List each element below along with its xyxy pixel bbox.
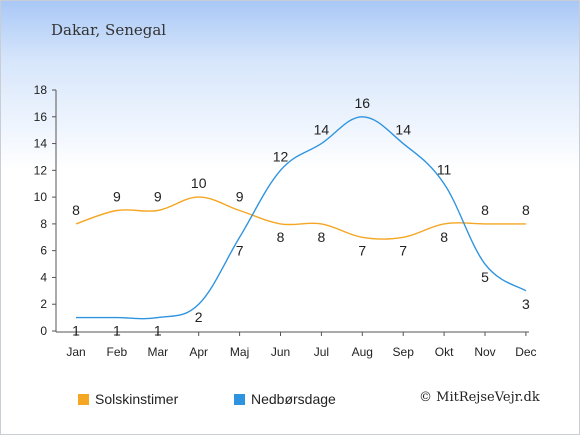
data-label-solskinstimer-jul: 8 — [318, 229, 326, 245]
data-label-nedborsdage-feb: 1 — [113, 323, 121, 339]
data-label-solskinstimer-dec: 8 — [522, 202, 530, 218]
legend-item-solskinstimer: Solskinstimer — [78, 391, 178, 407]
data-label-nedborsdage-dec: 3 — [522, 296, 530, 312]
x-tick-label-jun: Jun — [271, 345, 290, 359]
x-tick-label-sep: Sep — [393, 345, 415, 359]
x-tick-label-jul: Jul — [314, 345, 329, 359]
data-label-solskinstimer-aug: 7 — [358, 242, 366, 258]
data-label-nedborsdage-jan: 1 — [72, 323, 80, 339]
data-label-solskinstimer-okt: 8 — [440, 229, 448, 245]
data-label-solskinstimer-apr: 10 — [191, 175, 207, 191]
x-tick-label-mar: Mar — [147, 345, 168, 359]
data-label-solskinstimer-maj: 9 — [236, 189, 244, 205]
y-tick-label-18: 18 — [34, 83, 48, 97]
x-tick-label-feb: Feb — [107, 345, 128, 359]
y-tick-label-6: 6 — [40, 244, 47, 258]
y-tick-label-8: 8 — [40, 217, 47, 231]
y-tick-label-0: 0 — [40, 324, 47, 338]
data-label-solskinstimer-sep: 7 — [399, 242, 407, 258]
x-tick-label-aug: Aug — [352, 345, 373, 359]
legend-swatch-nedborsdage — [234, 393, 245, 405]
data-label-solskinstimer-jan: 8 — [72, 202, 80, 218]
data-label-nedborsdage-sep: 14 — [395, 122, 411, 138]
y-tick-label-10: 10 — [34, 190, 48, 204]
legend-item-nedborsdage: Nedbørsdage — [234, 391, 336, 407]
y-tick-label-4: 4 — [40, 270, 47, 284]
y-tick-label-2: 2 — [40, 297, 47, 311]
x-tick-label-okt: Okt — [435, 345, 454, 359]
data-label-solskinstimer-nov: 8 — [481, 202, 489, 218]
y-tick-label-12: 12 — [34, 163, 48, 177]
x-tick-label-apr: Apr — [189, 345, 208, 359]
data-label-solskinstimer-feb: 9 — [113, 189, 121, 205]
copyright-notice: © MitRejseVejr.dk — [419, 390, 540, 405]
x-tick-label-nov: Nov — [474, 345, 495, 359]
data-label-solskinstimer-mar: 9 — [154, 189, 162, 205]
y-tick-label-16: 16 — [34, 110, 48, 124]
data-label-nedborsdage-mar: 1 — [154, 323, 162, 339]
data-label-solskinstimer-jun: 8 — [277, 229, 285, 245]
data-label-nedborsdage-jun: 12 — [273, 148, 289, 164]
data-label-nedborsdage-maj: 7 — [236, 242, 244, 258]
x-tick-label-jan: Jan — [66, 345, 85, 359]
data-label-nedborsdage-okt: 11 — [437, 162, 452, 178]
series-line-nedborsdage — [76, 116, 527, 320]
legend-label-solskinstimer: Solskinstimer — [95, 391, 179, 407]
data-label-nedborsdage-apr: 2 — [195, 309, 203, 325]
legend-swatch-solskinstimer — [78, 393, 89, 405]
series-line-solskinstimer — [75, 196, 526, 240]
data-label-nedborsdage-jul: 14 — [314, 122, 330, 138]
data-label-nedborsdage-nov: 5 — [481, 269, 489, 285]
chart-location-title: Dakar, Senegal — [51, 21, 167, 39]
x-tick-label-dec: Dec — [515, 345, 536, 359]
y-tick-label-14: 14 — [34, 137, 48, 151]
data-label-nedborsdage-aug: 16 — [355, 95, 371, 111]
x-tick-label-maj: Maj — [230, 345, 249, 359]
legend-label-nedborsdage: Nedbørsdage — [251, 391, 336, 407]
